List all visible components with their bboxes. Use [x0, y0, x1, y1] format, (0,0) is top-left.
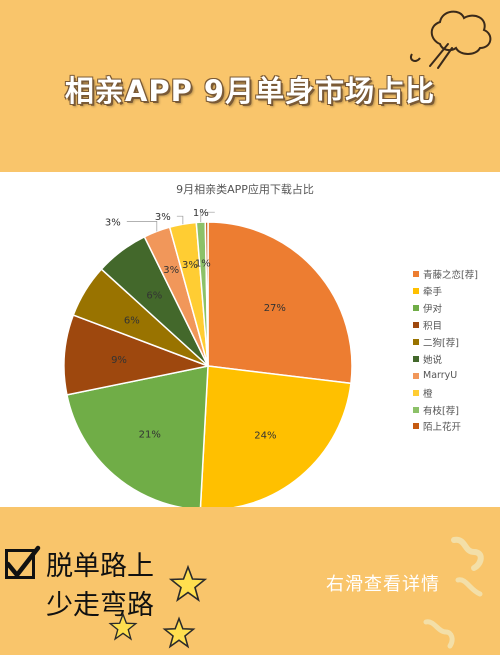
- legend-swatch: [413, 389, 419, 396]
- slogan-line-2: 少走弯路: [46, 590, 154, 621]
- legend-label: 积目: [423, 321, 443, 333]
- cloud-doodle-icon: [410, 10, 492, 69]
- pie-data-label: 27%: [264, 303, 286, 314]
- squiggle-icon: [423, 619, 455, 649]
- legend-item: 积目: [413, 317, 500, 334]
- pie-inner-label: 3%: [182, 260, 198, 271]
- pie-data-label: 6%: [146, 291, 162, 302]
- pie-chart: 9月相亲类APP应用下载占比 27%24%21%9%6%6%3%3%3%3%1%…: [63, 182, 353, 507]
- legend-label: 她说: [423, 354, 443, 366]
- pie-inner-label: 1%: [195, 258, 211, 269]
- legend-swatch: [413, 339, 419, 345]
- legend-item: 青藤之恋[荐]: [413, 266, 500, 283]
- legend-swatch: [413, 305, 419, 312]
- pie-data-label: 9%: [111, 355, 127, 366]
- pie-slice: [204, 221, 209, 367]
- squiggle-icon: [451, 536, 484, 597]
- legend-label: 橙: [423, 388, 433, 400]
- legend-item: 有枝[荐]: [413, 401, 500, 418]
- pie-data-label: 24%: [254, 430, 276, 441]
- legend-label: 牵手: [423, 287, 443, 299]
- legend-item: 二狗[荐]: [413, 334, 500, 351]
- legend-label: 有枝[荐]: [423, 405, 459, 417]
- pie-slice: [63, 314, 211, 396]
- legend-label: 伊对: [423, 304, 443, 316]
- pie-data-label: 21%: [139, 430, 161, 441]
- legend-item: 陌上花开: [413, 418, 500, 435]
- legend-item: 伊对: [413, 300, 500, 317]
- legend-swatch: [413, 423, 419, 430]
- pie-outer-label: 1%: [193, 208, 209, 219]
- legend-swatch: [413, 355, 419, 362]
- swipe-hint[interactable]: 右滑查看详情: [326, 574, 440, 595]
- legend-label: MarryU: [423, 370, 458, 382]
- star-icon: [108, 612, 138, 641]
- legend-item: 她说: [413, 350, 500, 367]
- legend-swatch: [413, 406, 419, 413]
- pie-outer-label: 3%: [105, 217, 121, 228]
- legend-swatch: [413, 271, 419, 278]
- chart-legend: 青藤之恋[荐] 牵手伊对积目二狗[荐] 她说 MarryU 橙有枝[荐] 陌上花开: [413, 266, 500, 435]
- pie-leader-line: [176, 215, 184, 225]
- pie-slice: [207, 221, 353, 385]
- legend-item: MarryU: [413, 367, 500, 384]
- legend-swatch: [413, 322, 419, 329]
- pie-slice: [66, 365, 209, 507]
- legend-item: 橙: [413, 384, 500, 401]
- legend-swatch: [413, 372, 419, 379]
- page-title: 相亲APP 9月单身市场占比: [64, 74, 436, 108]
- pie-leader-line: [126, 221, 158, 232]
- checkmark-icon: [5, 545, 41, 578]
- legend-label: 陌上花开: [423, 422, 462, 434]
- pie-leader-line: [200, 211, 215, 223]
- legend-item: 牵手: [413, 283, 500, 300]
- chart-title: 9月相亲类APP应用下载占比: [176, 182, 314, 196]
- pie-data-label: 6%: [124, 315, 140, 326]
- star-icon: [168, 564, 208, 602]
- legend-label: 青藤之恋[荐]: [423, 270, 478, 282]
- pie-slice: [199, 365, 352, 507]
- slogan-line-1: 脱单路上: [46, 551, 154, 582]
- chart-panel: 9月相亲类APP应用下载占比 27% 24% 21% 9% 6% 6% 3% 3% 3% 3% 1%…: [0, 172, 500, 507]
- legend-swatch: [413, 288, 419, 295]
- pie-outer-label: 3%: [155, 212, 171, 223]
- star-icon: [162, 616, 196, 649]
- legend-label: 二狗[荐]: [423, 338, 459, 349]
- pie-inner-label: 3%: [163, 265, 179, 276]
